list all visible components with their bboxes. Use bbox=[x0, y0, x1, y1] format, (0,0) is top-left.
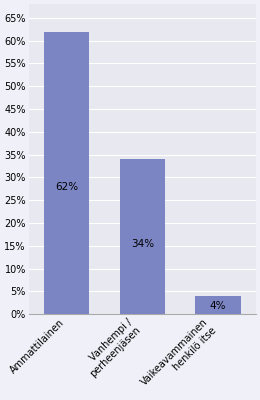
Text: 4%: 4% bbox=[210, 301, 226, 311]
Bar bbox=[120, 159, 165, 314]
Text: 62%: 62% bbox=[55, 182, 78, 192]
Bar bbox=[195, 296, 241, 314]
Text: 34%: 34% bbox=[131, 240, 154, 250]
Bar bbox=[44, 32, 89, 314]
